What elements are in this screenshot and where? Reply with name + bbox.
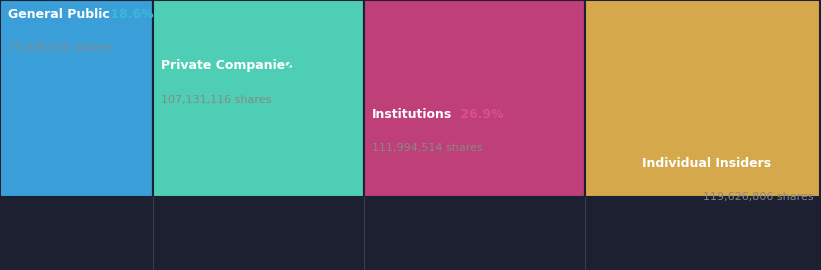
Text: 77,600,575 shares: 77,600,575 shares — [8, 43, 112, 53]
Text: 26.9%: 26.9% — [456, 108, 503, 121]
Text: 28.7%: 28.7% — [766, 157, 814, 170]
Bar — [364, 0, 585, 197]
Text: Individual Insiders: Individual Insiders — [643, 157, 772, 170]
Bar — [153, 0, 364, 197]
Bar — [585, 0, 820, 197]
Text: General Public: General Public — [8, 8, 110, 21]
Text: 18.6%: 18.6% — [106, 8, 154, 21]
Text: 111,994,514 shares: 111,994,514 shares — [372, 143, 483, 153]
Text: Private Companies: Private Companies — [161, 59, 292, 72]
Bar — [0, 0, 153, 197]
Text: 119,626,806 shares: 119,626,806 shares — [703, 192, 814, 202]
Text: 107,131,116 shares: 107,131,116 shares — [161, 94, 271, 104]
Text: 25.7%: 25.7% — [280, 59, 328, 72]
Text: Institutions: Institutions — [372, 108, 452, 121]
